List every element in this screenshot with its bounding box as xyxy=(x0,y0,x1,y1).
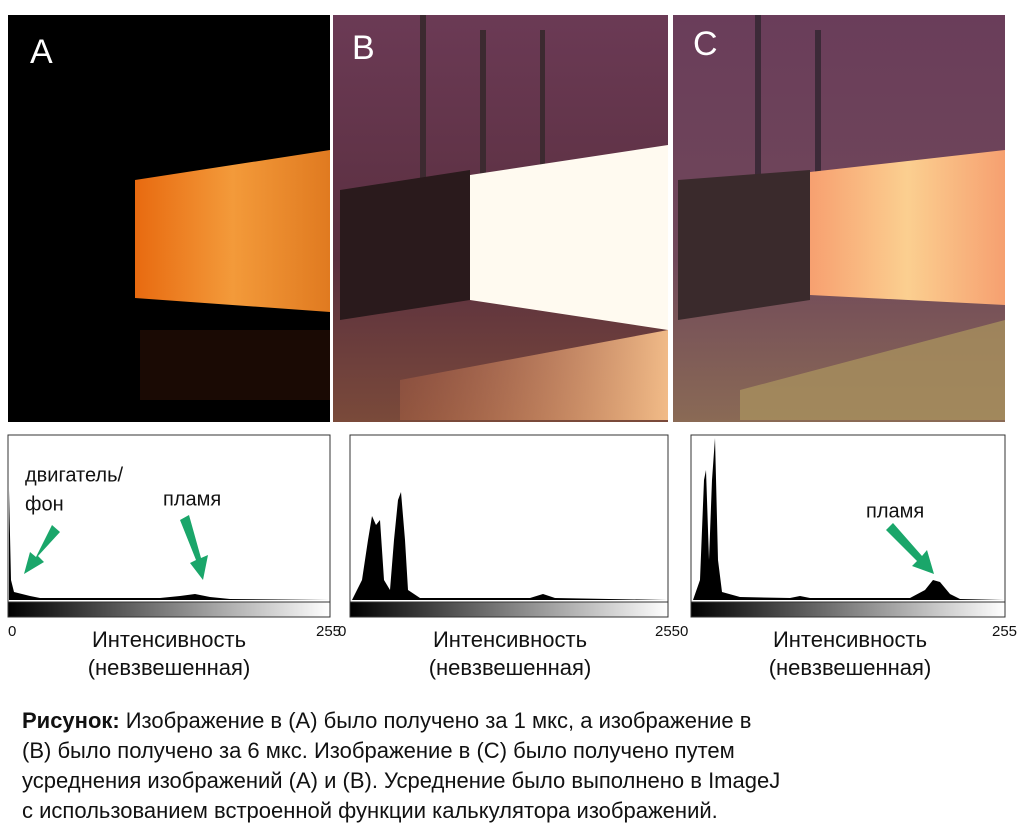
annotation: двигатель/ xyxy=(25,464,123,486)
caption-line: Изображение в (A) было получено за 1 мкс… xyxy=(126,708,752,733)
x-min-label: 0 xyxy=(680,623,688,640)
arrows xyxy=(24,515,934,580)
x-max-label: 255 xyxy=(992,623,1017,640)
annotation: пламя xyxy=(163,488,221,510)
panel-label: C xyxy=(693,25,718,63)
axis-label: (невзвешенная) xyxy=(88,655,251,680)
x-min-label: 0 xyxy=(338,623,346,640)
axis-label: Интенсивность xyxy=(773,627,927,652)
x-max-label: 255 xyxy=(655,623,680,640)
caption-line: (B) было получено за 6 мкс. Изображение … xyxy=(22,738,735,763)
axis-label: (невзвешенная) xyxy=(769,655,932,680)
axis-label: Интенсивность xyxy=(92,627,246,652)
histogram-a xyxy=(7,434,331,618)
panel-label: B xyxy=(352,29,375,67)
annotation: фон xyxy=(25,493,64,515)
annotation: пламя xyxy=(866,500,924,522)
caption-label: Рисунок: xyxy=(22,708,120,733)
x-max-label: 255 xyxy=(316,623,341,640)
caption-line: с использованием встроенной функции каль… xyxy=(22,798,718,823)
photo-c xyxy=(673,15,1005,422)
photo-b xyxy=(333,15,668,422)
caption-line: усреднения изображений (A) и (B). Усредн… xyxy=(22,768,780,793)
photo-a xyxy=(8,15,330,422)
histogram-b xyxy=(349,434,669,618)
x-min-label: 0 xyxy=(8,623,16,640)
axis-label: Интенсивность xyxy=(433,627,587,652)
axis-label: (невзвешенная) xyxy=(429,655,592,680)
histogram-c xyxy=(690,434,1006,618)
panel-label: A xyxy=(30,33,53,71)
